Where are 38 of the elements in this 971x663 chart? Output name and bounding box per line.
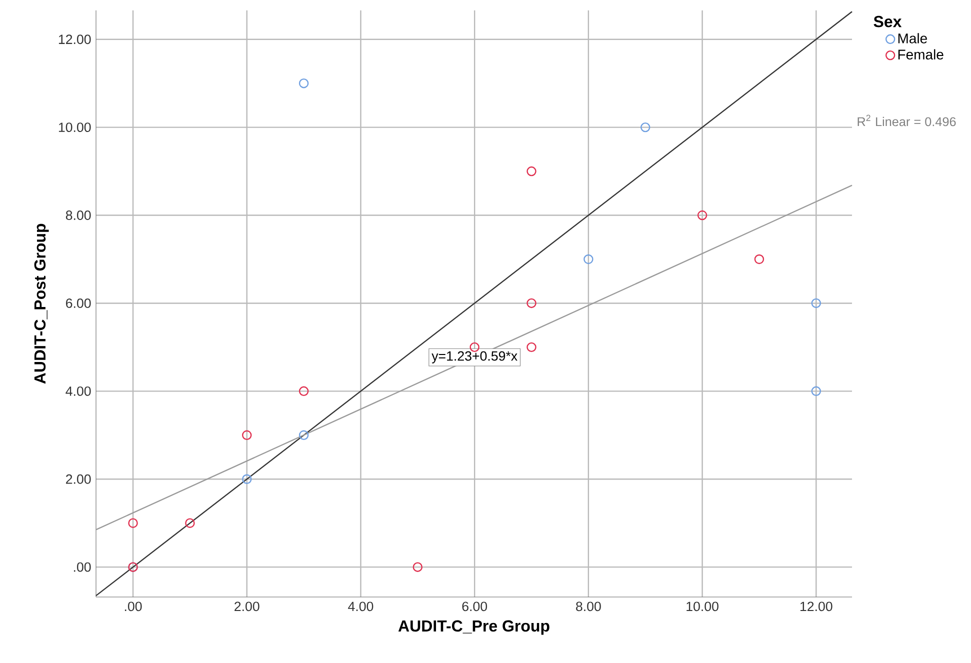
y-tick-label: .00 (74, 562, 91, 572)
annotation: y=1.23+0.59*x (432, 351, 518, 364)
y-axis-title: AUDIT-C_Post Group (34, 224, 49, 384)
point (128, 518, 138, 528)
legend-title: Sex (874, 16, 902, 28)
text: R$^{2}$ Linear = 0.496 (858, 114, 956, 126)
point (298, 386, 309, 396)
y-tick-label: 8.00 (66, 210, 91, 220)
point (242, 430, 252, 440)
point (584, 254, 594, 264)
y-tick-label: 4.00 (66, 386, 91, 396)
legend-label: Male (898, 33, 927, 44)
point (412, 562, 423, 572)
point (526, 298, 536, 308)
point (298, 430, 309, 440)
point (754, 254, 764, 264)
y-tick-label: 2.00 (66, 474, 91, 484)
x-tick-label: 8.00 (576, 602, 601, 612)
point (526, 166, 536, 176)
x-tick-label: 12.00 (800, 602, 832, 612)
point (526, 342, 536, 352)
point (811, 386, 821, 396)
x-tick-label: 2.00 (234, 602, 260, 612)
y-tick-label: 6.00 (66, 298, 91, 308)
x-tick-label: 6.00 (462, 602, 488, 612)
point (242, 474, 252, 484)
x-tick-label: 4.00 (348, 602, 374, 612)
y-tick-label: 10.00 (58, 122, 91, 132)
point (697, 210, 708, 220)
point (298, 78, 309, 88)
legend-label: Female (898, 49, 944, 60)
point (640, 122, 650, 132)
x-tick-label: .00 (124, 602, 142, 612)
x-axis-title: AUDIT-C_Pre Group (398, 620, 550, 635)
x-tick-label: 10.00 (686, 602, 718, 612)
point (185, 518, 195, 528)
point (811, 298, 821, 308)
y-tick-label: 12.00 (58, 34, 91, 44)
